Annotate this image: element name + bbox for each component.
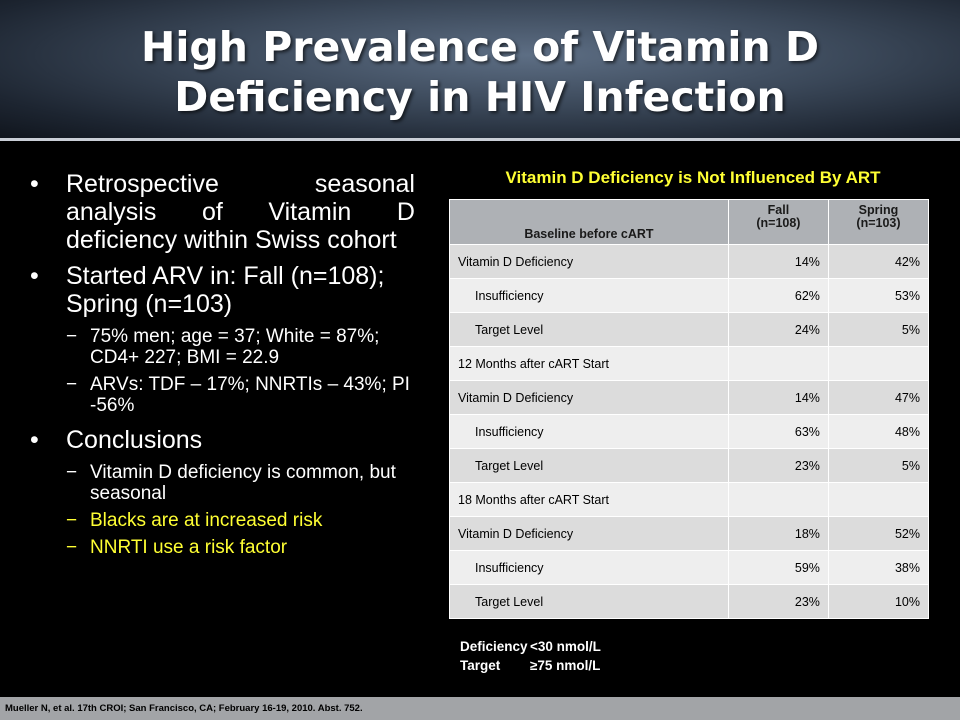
bullet-item: • Started ARV in: Fall (n=108); Spring (… — [30, 262, 415, 318]
bullet-text: Retrospective seasonal analysis of Vitam… — [66, 170, 415, 254]
bullet-text: Started ARV in: Fall (n=108); Spring (n=… — [66, 262, 385, 318]
definition-value: <30 nmol/L — [530, 639, 601, 654]
sub-bullet-item-highlight: − NNRTI use a risk factor — [66, 537, 415, 558]
sub-bullet-dash: − — [66, 462, 78, 483]
fall-value: 14% — [727, 380, 829, 415]
sub-bullet-text: ARVs: TDF – 17%; NNRTIs – 43%; PI -56% — [90, 374, 410, 416]
fall-value: 62% — [727, 278, 829, 313]
fall-value: 63% — [727, 414, 829, 449]
sub-bullet-item: − Vitamin D deficiency is common, but se… — [66, 462, 415, 504]
definition-row: Deficiency <30 nmol/L — [460, 637, 601, 656]
table-row: Target Level 24% 5% — [449, 312, 930, 347]
header-baseline: Baseline before cART — [449, 199, 729, 245]
row-label: Insufficiency — [449, 414, 729, 449]
bullet-dot: • — [30, 170, 39, 198]
header-spring: Spring (n=103) — [827, 199, 930, 245]
slide-title: High Prevalence of Vitamin D Deficiency … — [0, 22, 960, 122]
row-label: 12 Months after cART Start — [449, 346, 729, 381]
row-label: Vitamin D Deficiency — [449, 244, 729, 279]
sub-bullet-dash: − — [66, 374, 78, 395]
slide-title-line-2: Deficiency in HIV Infection — [174, 73, 786, 121]
row-label: Insufficiency — [449, 278, 729, 313]
sub-bullet-dash: − — [66, 326, 78, 347]
table-row: Vitamin D Deficiency 14% 47% — [449, 380, 930, 415]
sub-bullet-item: − 75% men; age = 37; White = 87%; CD4+ 2… — [66, 326, 415, 368]
definition-term: Target — [460, 658, 501, 673]
row-label: Vitamin D Deficiency — [449, 380, 729, 415]
definition-term: Deficiency — [460, 639, 528, 654]
citation-footer: Mueller N, et al. 17th CROI; San Francis… — [0, 697, 960, 720]
sub-bullet-dash: − — [66, 537, 78, 558]
bullet-item: • Retrospective seasonal analysis of Vit… — [30, 170, 415, 254]
bullet-dot: • — [30, 426, 39, 454]
header-spring-label: Spring — [858, 203, 899, 217]
fall-value: 24% — [727, 312, 829, 347]
table-row: Vitamin D Deficiency 14% 42% — [449, 244, 930, 279]
fall-value — [727, 482, 829, 517]
table-row: Vitamin D Deficiency 18% 52% — [449, 516, 930, 551]
bullet-list: • Retrospective seasonal analysis of Vit… — [30, 170, 415, 568]
table-title: Vitamin D Deficiency is Not Influenced B… — [505, 168, 881, 187]
fall-value: 18% — [727, 516, 829, 551]
bullet-text: Conclusions — [66, 426, 203, 454]
sub-bullet-text: Blacks are at increased risk — [90, 510, 323, 531]
fall-value: 23% — [727, 448, 829, 483]
spring-value: 52% — [827, 516, 930, 551]
definition-row: Target ≥75 nmol/L — [460, 656, 601, 675]
header-spring-n: (n=103) — [856, 216, 901, 230]
spring-value — [827, 346, 930, 381]
spring-value: 5% — [827, 312, 930, 347]
sub-bullet-text: 75% men; age = 37; White = 87%; CD4+ 227… — [90, 326, 380, 368]
spring-value: 53% — [827, 278, 930, 313]
table-row: Insufficiency 62% 53% — [449, 278, 930, 313]
fall-value: 59% — [727, 550, 829, 585]
table-row: Target Level 23% 5% — [449, 448, 930, 483]
spring-value: 42% — [827, 244, 930, 279]
title-banner: High Prevalence of Vitamin D Deficiency … — [0, 0, 960, 141]
row-label: 18 Months after cART Start — [449, 482, 729, 517]
table-row: Target Level 23% 10% — [449, 584, 930, 619]
table-row-section: 18 Months after cART Start — [449, 482, 930, 517]
fall-value — [727, 346, 829, 381]
table-header-row: Baseline before cART Fall (n=108) Spring… — [449, 199, 930, 245]
row-label: Target Level — [449, 584, 729, 619]
fall-value: 23% — [727, 584, 829, 619]
sub-bullet-list: − Vitamin D deficiency is common, but se… — [66, 462, 415, 558]
sub-bullet-text: Vitamin D deficiency is common, but seas… — [90, 462, 396, 504]
row-label: Insufficiency — [449, 550, 729, 585]
spring-value: 47% — [827, 380, 930, 415]
sub-bullet-dash: − — [66, 510, 78, 531]
bullet-dot: • — [30, 262, 39, 290]
bullet-item: • Conclusions — [30, 426, 415, 454]
header-fall-label: Fall — [767, 203, 790, 217]
sub-bullet-list: − 75% men; age = 37; White = 87%; CD4+ 2… — [66, 326, 415, 416]
sub-bullet-item-highlight: − Blacks are at increased risk — [66, 510, 415, 531]
spring-value: 48% — [827, 414, 930, 449]
table-row: Insufficiency 59% 38% — [449, 550, 930, 585]
spring-value: 10% — [827, 584, 930, 619]
header-fall: Fall (n=108) — [727, 199, 829, 245]
table-row-section: 12 Months after cART Start — [449, 346, 930, 381]
spring-value: 5% — [827, 448, 930, 483]
definitions: Deficiency <30 nmol/L Target ≥75 nmol/L — [460, 637, 601, 675]
spring-value: 38% — [827, 550, 930, 585]
data-table: Baseline before cART Fall (n=108) Spring… — [449, 199, 930, 619]
table-row: Insufficiency 63% 48% — [449, 414, 930, 449]
sub-bullet-text: NNRTI use a risk factor — [90, 537, 288, 558]
fall-value: 14% — [727, 244, 829, 279]
definition-value: ≥75 nmol/L — [530, 658, 601, 673]
slide-title-line-1: High Prevalence of Vitamin D — [141, 23, 819, 71]
row-label: Target Level — [449, 448, 729, 483]
spring-value — [827, 482, 930, 517]
sub-bullet-item: − ARVs: TDF – 17%; NNRTIs – 43%; PI -56% — [66, 374, 415, 416]
row-label: Vitamin D Deficiency — [449, 516, 729, 551]
header-fall-n: (n=108) — [756, 216, 801, 230]
row-label: Target Level — [449, 312, 729, 347]
